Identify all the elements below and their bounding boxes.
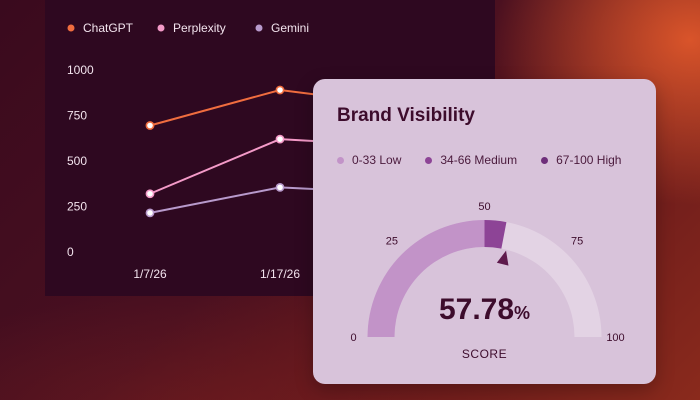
x-tick-label: 1/17/26 — [260, 267, 300, 281]
y-tick-label: 750 — [67, 109, 87, 123]
legend-label-high: 67-100 High — [556, 153, 622, 167]
data-point-perplexity — [275, 134, 285, 144]
y-tick-label: 250 — [67, 200, 87, 214]
gauge-legend: 0-33 Low 34-66 Medium 67-100 High — [337, 153, 621, 167]
legend-item-low: 0-33 Low — [337, 153, 401, 167]
legend-marker-gemini — [255, 24, 263, 32]
gauge-tick-label: 100 — [606, 332, 624, 344]
score-gauge: 0 25 50 75 100 — [350, 201, 624, 344]
legend-marker-perplexity — [157, 24, 165, 32]
gauge-tick-label: 50 — [478, 201, 490, 213]
score-value: 57.78% — [313, 293, 656, 327]
data-point-chatgpt — [145, 121, 155, 130]
legend-dot-high — [541, 156, 549, 164]
data-point-gemini — [145, 208, 155, 218]
gauge-tick-label: 75 — [571, 235, 583, 247]
y-tick-label: 1000 — [67, 63, 94, 77]
gauge-needle-icon — [496, 250, 509, 266]
line-chart: ChatGPT Perplexity Gemini 1000 750 500 250 0 1/7… — [67, 21, 415, 281]
data-point-gemini — [275, 182, 285, 192]
gauge-tick-label: 25 — [386, 235, 398, 247]
score-number: 57.78 — [438, 293, 515, 326]
score-label: SCORE — [461, 347, 508, 361]
card-title: Brand Visibility — [337, 105, 475, 126]
legend-item-high: 67-100 High — [541, 153, 621, 167]
legend-label-chatgpt: ChatGPT — [83, 21, 134, 35]
gauge-tick-label: 0 — [350, 332, 356, 344]
legend-label-medium: 34-66 Medium — [440, 153, 518, 167]
gauge-highlight — [484, 220, 507, 249]
legend-label-gemini: Gemini — [271, 21, 309, 35]
gauge-fill — [367, 220, 485, 337]
legend-item-medium: 34-66 Medium — [425, 153, 517, 167]
y-tick-label: 0 — [67, 245, 74, 259]
score-unit: % — [514, 303, 531, 323]
y-tick-label: 500 — [67, 154, 87, 168]
data-point-chatgpt — [275, 85, 285, 95]
x-tick-label: 1/7/26 — [133, 267, 167, 281]
legend-marker-chatgpt — [67, 24, 75, 32]
legend-dot-medium — [425, 156, 433, 164]
legend-label-low: 0-33 Low — [352, 153, 402, 167]
brand-visibility-card: 0 25 50 75 100 Brand Visibility 0-33 Low 34-… — [313, 79, 656, 384]
legend-label-perplexity: Perplexity — [173, 21, 226, 35]
data-point-perplexity — [145, 189, 155, 199]
legend-dot-low — [337, 156, 344, 164]
